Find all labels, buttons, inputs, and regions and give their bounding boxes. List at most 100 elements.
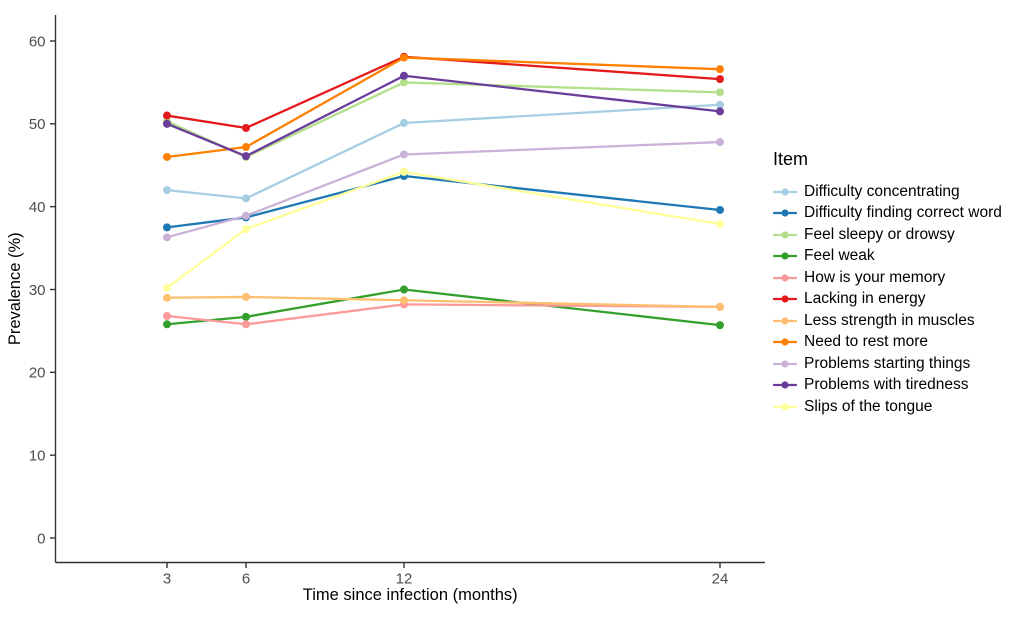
series-line [165,74,722,158]
series-line [165,170,722,289]
legend-item: Problems with tiredness [773,375,1002,397]
legend-item-label: Lacking in energy [804,290,926,308]
series-point [399,119,408,128]
series-point [241,312,250,321]
legend-key-icon [773,317,797,325]
series-point [163,111,171,120]
series-point [241,320,250,329]
series-line [165,140,722,239]
series-line [165,55,722,130]
legend-key-icon [773,188,797,196]
series-point [715,138,724,147]
series-point [241,194,250,203]
x-tick-label: 3 [163,571,171,588]
legend-title: Item [773,149,809,169]
series-point [715,100,724,109]
legend-key-icon [773,274,797,282]
legend-key-icon [773,231,797,239]
legend-key-icon [773,252,797,260]
y-tick-label: 0 [37,530,45,547]
series-point [715,302,724,311]
legend-key-point [781,231,789,239]
legend-key-icon [773,209,797,217]
series-point [241,143,250,152]
series-point [163,283,171,292]
legend-key-point [781,338,789,346]
legend-key-icon [773,295,797,303]
y-tick-label: 60 [29,33,46,50]
legend-item: Difficulty finding correct word [773,203,1002,225]
legend-item: Less strength in muscles [773,310,1002,332]
series-line [165,303,722,326]
series-point [163,312,171,321]
x-tick-label: 12 [396,571,413,588]
legend-key-point [781,188,789,196]
legend-key-icon [773,338,797,346]
y-tick-label: 50 [29,116,46,133]
legend-item: How is your memory [773,267,1002,289]
legend-item: Feel weak [773,246,1002,268]
series-point [399,53,408,62]
legend-key-point [781,381,789,389]
series-line [165,56,722,159]
legend-key-point [781,274,789,282]
legend-item: Slips of the tongue [773,396,1002,418]
series-point [241,225,250,234]
legend-item-label: Problems starting things [804,354,971,372]
series-point [715,88,724,97]
x-tick-label: 24 [712,571,729,588]
legend-item: Feel sleepy or drowsy [773,224,1002,246]
series-point [399,78,408,87]
legend-key-point [781,403,789,411]
legend-item-label: Difficulty finding correct word [804,204,1002,222]
legend-item: Lacking in energy [773,289,1002,311]
series-point [163,186,171,195]
series-point [163,152,171,161]
series-point [715,220,724,229]
legend-key-icon [773,403,797,411]
series-line [165,295,722,309]
legend-key-point [781,209,789,217]
y-tick-label: 30 [29,282,46,299]
series-point [241,292,250,301]
legend-item-label: Difficulty concentrating [804,182,960,200]
series-point [241,123,250,132]
y-tick-label: 10 [29,447,46,464]
y-axis-title: Prevalence (%) [6,232,24,345]
x-axis-title: Time since infection (months) [303,586,518,604]
series-point [399,285,408,294]
series-point [163,233,171,242]
legend-item: Difficulty concentrating [773,181,1002,203]
series-point [399,150,408,159]
series-point [715,75,724,84]
legend-item: Need to rest more [773,332,1002,354]
series-point [241,152,250,161]
legend-key-point [781,252,789,260]
y-tick-label: 40 [29,199,46,216]
series-line [165,103,722,200]
series-point [715,321,724,330]
series-point [399,71,408,80]
series-line [165,174,722,229]
legend-key-icon [773,360,797,368]
series-point [163,320,171,329]
legend-item-label: Feel sleepy or drowsy [804,225,955,243]
legend-key-point [781,360,789,368]
legend-item-label: Problems with tiredness [804,376,969,394]
legend-key-point [781,295,789,303]
series-point [715,205,724,214]
x-tick-label: 6 [242,571,250,588]
legend-items: Difficulty concentrating Difficulty findi… [773,181,1002,418]
legend-key-point [781,317,789,325]
series-point [399,296,408,305]
legend: Item Difficulty concentrating Difficulty … [773,149,1002,418]
legend-item-label: How is your memory [804,268,946,286]
series-point [715,107,724,116]
series-point [715,65,724,74]
legend-item-label: Need to rest more [804,333,929,351]
y-tick-label: 20 [29,365,46,382]
legend-item-label: Feel weak [804,247,875,265]
series-point [163,119,171,128]
legend-item-label: Slips of the tongue [804,397,933,415]
